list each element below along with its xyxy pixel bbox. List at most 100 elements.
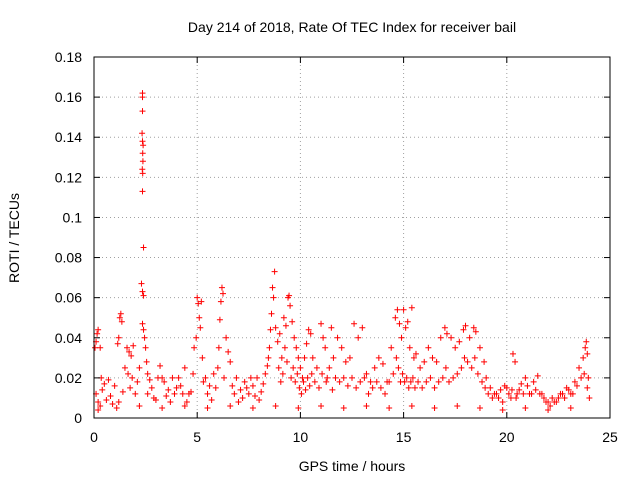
data-point [191, 344, 198, 351]
data-point [208, 396, 215, 403]
data-point [258, 388, 265, 395]
data-point [392, 314, 399, 321]
data-point [468, 364, 475, 371]
data-point [126, 348, 133, 355]
data-point [275, 364, 282, 371]
data-point [144, 370, 151, 377]
data-point [269, 284, 276, 291]
data-point [586, 394, 593, 401]
data-point [536, 390, 543, 397]
data-point [195, 300, 202, 307]
grid [94, 57, 610, 418]
data-point [271, 268, 278, 275]
data-point [580, 354, 587, 361]
data-point [318, 320, 325, 327]
data-point [404, 318, 411, 325]
data-point [231, 390, 238, 397]
data-point [197, 324, 204, 331]
data-point [569, 390, 576, 397]
data-point [417, 364, 424, 371]
data-point [313, 364, 320, 371]
data-point [143, 358, 150, 365]
data-point [561, 394, 568, 401]
data-point [555, 394, 562, 401]
data-point [483, 374, 490, 381]
y-tick-label: 0.18 [55, 49, 82, 65]
data-point [474, 370, 481, 377]
data-point [583, 338, 590, 345]
data-point [407, 378, 414, 385]
data-point [584, 384, 591, 391]
data-point [94, 330, 101, 337]
data-point [140, 292, 147, 299]
data-point [229, 382, 236, 389]
plot-frame [93, 56, 611, 419]
data-point [509, 350, 516, 357]
data-point [220, 290, 226, 297]
data-point [367, 378, 374, 385]
data-point [272, 324, 279, 331]
data-point [379, 360, 386, 367]
data-point [408, 304, 415, 311]
data-point [167, 398, 174, 405]
data-point [130, 342, 137, 349]
data-point [547, 402, 554, 409]
data-point [462, 322, 469, 329]
data-point [97, 402, 104, 409]
data-point [204, 404, 211, 411]
data-point [210, 370, 217, 377]
data-point [441, 324, 448, 331]
data-point [375, 354, 382, 361]
data-point [279, 370, 286, 377]
data-point [183, 398, 190, 405]
data-point [95, 398, 102, 405]
x-tick-labels: 0 5 10 15 20 25 [90, 429, 618, 445]
data-point [323, 378, 330, 385]
data-point [225, 348, 232, 355]
data-point [470, 324, 477, 331]
data-point [280, 314, 287, 321]
data-point [495, 394, 502, 401]
data-point [277, 378, 284, 385]
data-point [140, 142, 147, 149]
data-point [282, 322, 289, 329]
data-point [402, 324, 409, 331]
y-tick-label: 0.1 [63, 209, 83, 225]
data-point [585, 374, 592, 381]
data-point [576, 364, 583, 371]
y-axis-label: ROTI / TECUs [6, 193, 22, 283]
data-point [142, 344, 149, 351]
data-point [338, 344, 345, 351]
data-point [146, 376, 153, 383]
data-point [359, 324, 366, 331]
data-point [505, 390, 512, 397]
data-point [268, 310, 275, 317]
data-point [295, 354, 302, 361]
data-point [423, 378, 430, 385]
data-point [293, 344, 300, 351]
data-points [92, 90, 593, 413]
data-point [394, 306, 401, 313]
data-point [361, 374, 368, 381]
data-point [260, 380, 267, 387]
data-point [109, 400, 116, 407]
data-point [274, 338, 281, 345]
data-point [425, 344, 432, 351]
data-point [307, 330, 314, 337]
data-point [351, 320, 358, 327]
data-point [113, 404, 120, 411]
data-point [116, 314, 123, 321]
data-point [115, 398, 122, 405]
data-point [241, 378, 248, 385]
data-point [140, 326, 147, 333]
data-point [582, 344, 589, 351]
data-point [288, 374, 295, 381]
data-point [103, 396, 110, 403]
data-point [476, 404, 483, 411]
data-point [460, 326, 467, 333]
data-point [530, 378, 537, 385]
x-axis-label: GPS time / hours [299, 458, 406, 474]
data-point [553, 398, 560, 405]
data-point [518, 380, 525, 387]
data-point [97, 344, 104, 351]
